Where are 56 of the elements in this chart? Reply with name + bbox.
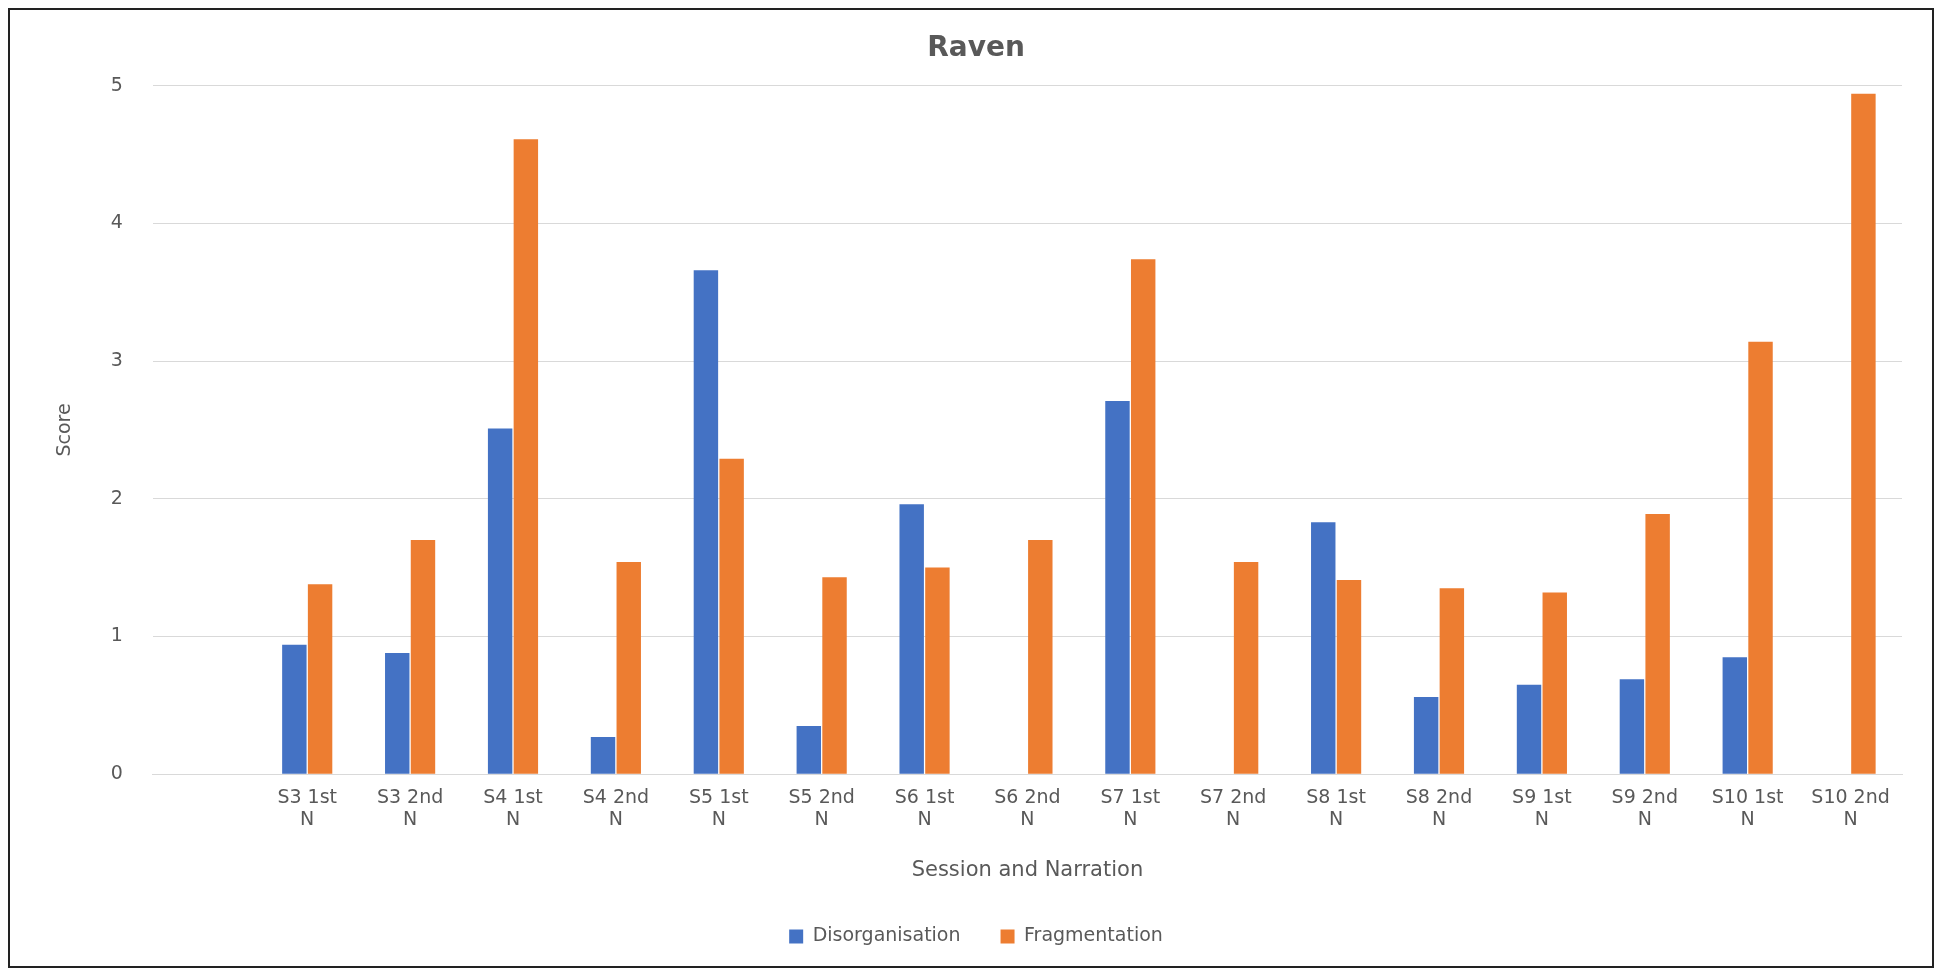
bar [796,726,822,774]
x-tick-label: S6 1st N [894,784,955,830]
y-tick-label: 4 [110,210,123,233]
y-tick-label: 1 [110,623,123,646]
x-tick-label: S8 2nd N [1405,784,1473,830]
bar [1233,562,1259,774]
bar [385,653,410,774]
bar [487,428,513,774]
y-tick-label: 3 [110,347,123,370]
x-axis-title: Session and Narration [911,856,1144,881]
bar [899,504,924,774]
x-tick-label: S4 1st N [483,784,543,830]
x-tick-label: S3 1st N [277,784,338,830]
bar [282,644,307,774]
chart-title: Raven [927,30,1025,64]
bar [1645,513,1670,774]
bar [616,562,641,774]
bar [1311,522,1336,774]
bar [693,270,719,774]
bar [1336,580,1362,774]
bar [1130,259,1156,774]
bar [1105,400,1130,774]
bar [1722,657,1748,774]
x-tick-label: S9 2nd N [1611,784,1678,830]
bar [1748,341,1773,774]
x-tick-label: S8 1st N [1306,784,1366,830]
y-axis-title: Score [52,403,75,457]
x-tick-label: S7 2nd N [1200,784,1267,830]
x-tick-label: S3 2nd N [376,784,444,830]
bar [1619,679,1645,774]
bar [822,577,847,774]
bar [925,567,950,774]
x-tick-label: S10 1st N [1711,784,1784,830]
x-tick-label: S7 1st N [1100,784,1161,830]
bar [307,584,333,774]
y-tick-label: 0 [110,761,123,784]
x-tick-label: S5 2nd N [788,784,855,830]
y-tick-label: 5 [110,72,123,95]
bar [1413,697,1439,774]
legend-label: Disorganisation [812,923,961,946]
bar [1542,592,1567,774]
bar [1439,588,1465,774]
bar [719,458,744,774]
bar [513,139,539,774]
bar [1516,684,1542,774]
x-tick-label: S4 2nd N [582,784,650,830]
y-tick-label: 2 [110,485,123,508]
bar [410,540,436,774]
bar [590,737,616,774]
x-tick-label: S6 2nd N [994,784,1061,830]
x-tick-label: S9 1st N [1512,784,1572,830]
legend-label: Fragmentation [1024,923,1163,946]
x-tick-label: S10 2nd N [1811,784,1890,830]
bar [1028,540,1053,774]
bar [1851,93,1876,774]
x-tick-label: S5 1st N [688,784,749,830]
